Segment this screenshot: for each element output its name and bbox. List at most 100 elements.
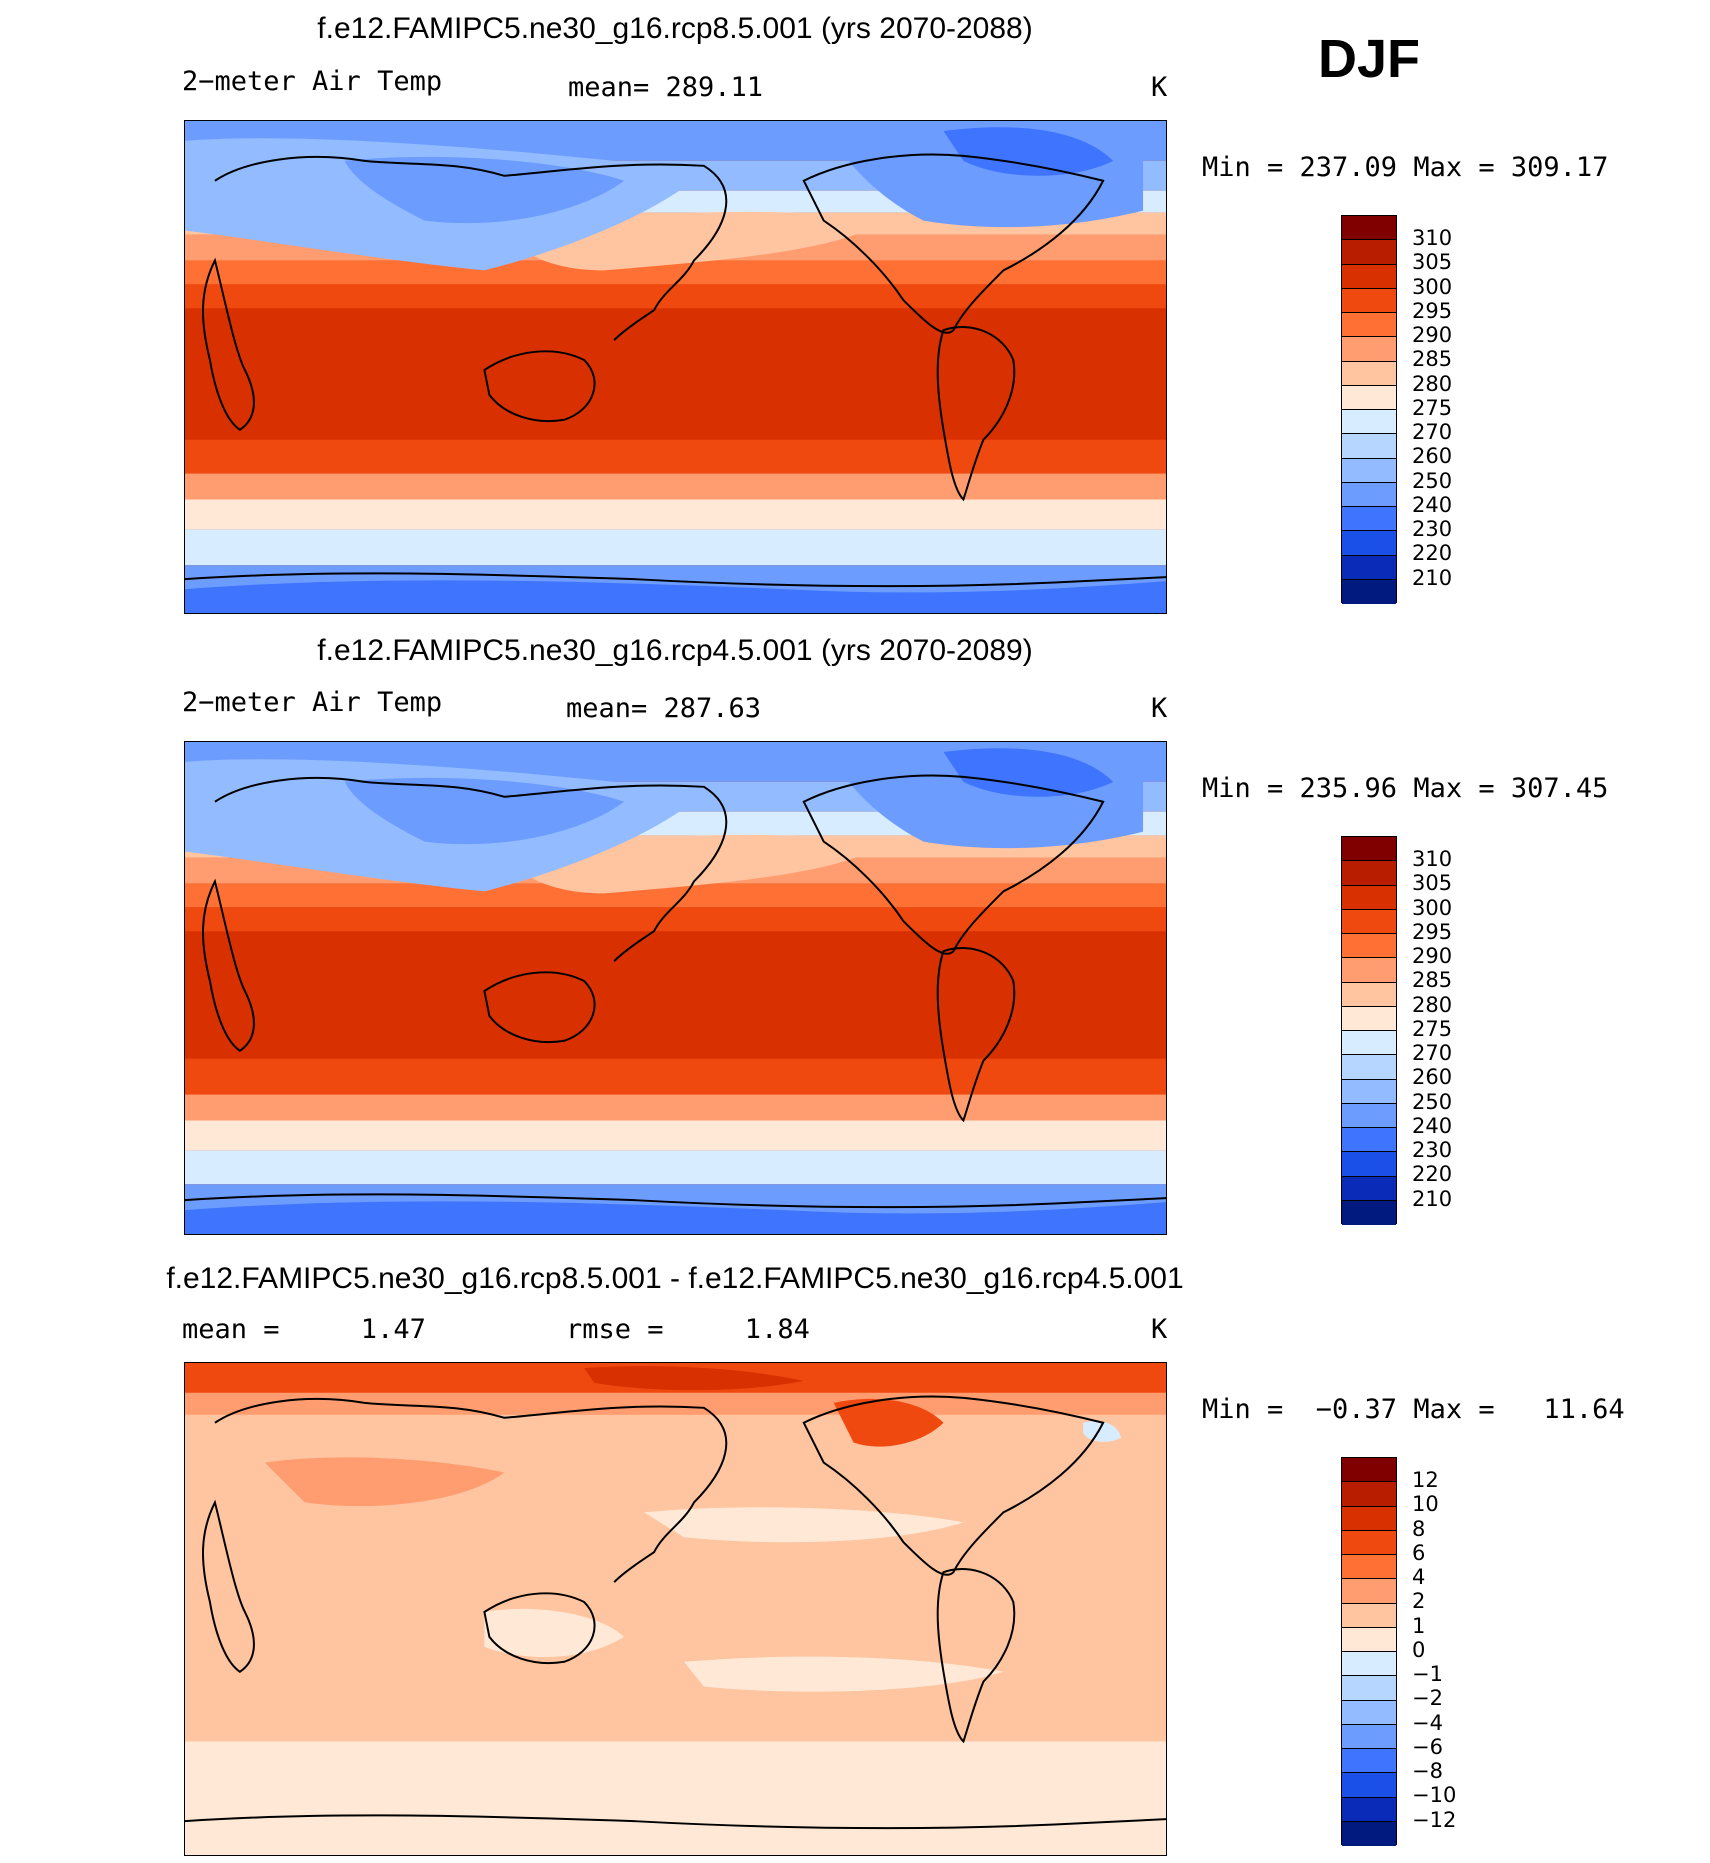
panel3-colorbar-swatch (1342, 1652, 1396, 1677)
panel2-colorbar-swatch (1342, 1055, 1396, 1080)
colorbar-tick-label: 12 (1412, 1468, 1439, 1492)
colorbar-tick-label: 290 (1412, 323, 1453, 347)
panel1-colorbar (1341, 215, 1397, 604)
panel1-mean: mean= 289.11 (568, 72, 764, 103)
colorbar-tick-label: −1 (1412, 1662, 1443, 1686)
panel3-colorbar-swatch (1342, 1627, 1396, 1652)
panel1-minmax: Min = 237.09 Max = 309.17 (1202, 152, 1609, 183)
panel3-colorbar-swatch (1342, 1530, 1396, 1555)
panel2-colorbar-swatch (1342, 1152, 1396, 1177)
colorbar-tick-label: 310 (1412, 847, 1453, 871)
panel1-colorbar-swatch (1342, 264, 1396, 289)
panel3-rmse: rmse = 1.84 (566, 1314, 810, 1345)
panel3-colorbar-swatch (1342, 1724, 1396, 1749)
panel3-colorbar-swatch (1342, 1482, 1396, 1507)
colorbar-tick-label: 230 (1412, 1138, 1453, 1162)
colorbar-tick-label: −12 (1412, 1808, 1457, 1832)
panel2-colorbar-swatch (1342, 837, 1396, 862)
colorbar-tick-label: 0 (1412, 1638, 1426, 1662)
panel3-colorbar-swatch (1342, 1555, 1396, 1580)
panel3-colorbar-swatch (1342, 1579, 1396, 1604)
colorbar-tick-label: 240 (1412, 493, 1453, 517)
panel2-colorbar-swatch (1342, 958, 1396, 983)
panel1-colorbar-swatch (1342, 410, 1396, 435)
colorbar-tick-label: 285 (1412, 968, 1453, 992)
panel1-colorbar-swatch (1342, 216, 1396, 241)
colorbar-tick-label: 220 (1412, 541, 1453, 565)
colorbar-tick-label: 210 (1412, 566, 1453, 590)
panel3-colorbar-swatch (1342, 1603, 1396, 1628)
colorbar-tick-label: 6 (1412, 1541, 1426, 1565)
colorbar-tick-label: 210 (1412, 1187, 1453, 1211)
panel3-colorbar-swatch (1342, 1749, 1396, 1774)
colorbar-tick-label: 300 (1412, 896, 1453, 920)
panel2-minmax: Min = 235.96 Max = 307.45 (1202, 773, 1609, 804)
colorbar-tick-label: 240 (1412, 1114, 1453, 1138)
colorbar-tick-label: 8 (1412, 1517, 1426, 1541)
panel2-colorbar-swatch (1342, 861, 1396, 886)
panel1-variable: 2−meter Air Temp (182, 66, 443, 97)
panel2-colorbar-swatch (1342, 1103, 1396, 1128)
colorbar-tick-label: 4 (1412, 1565, 1426, 1589)
panel2-variable: 2−meter Air Temp (182, 687, 443, 718)
panel1-map (184, 120, 1167, 614)
panel3-colorbar-swatch (1342, 1700, 1396, 1725)
panel2-map (184, 741, 1167, 1235)
panel2-colorbar (1341, 836, 1397, 1225)
panel3-colorbar-swatch (1342, 1458, 1396, 1483)
panel2-title: f.e12.FAMIPC5.ne30_g16.rcp4.5.001 (yrs 2… (317, 634, 1033, 667)
panel1-colorbar-swatch (1342, 482, 1396, 507)
panel3-map (184, 1362, 1167, 1856)
colorbar-tick-label: 275 (1412, 1017, 1453, 1041)
colorbar-tick-label: 250 (1412, 1090, 1453, 1114)
panel3-colorbar-swatch (1342, 1506, 1396, 1531)
colorbar-tick-label: −10 (1412, 1783, 1457, 1807)
panel2-units: K (1151, 693, 1168, 724)
panel3-colorbar-swatch (1342, 1821, 1396, 1846)
colorbar-tick-label: 260 (1412, 444, 1453, 468)
panel1-colorbar-swatch (1342, 507, 1396, 532)
panel1-colorbar-swatch (1342, 434, 1396, 459)
colorbar-tick-label: −4 (1412, 1711, 1443, 1735)
panel2-colorbar-swatch (1342, 885, 1396, 910)
panel2-colorbar-swatch (1342, 1128, 1396, 1153)
panel2-colorbar-swatch (1342, 1006, 1396, 1031)
panel1-colorbar-swatch (1342, 579, 1396, 604)
colorbar-tick-label: 310 (1412, 226, 1453, 250)
colorbar-tick-label: 220 (1412, 1162, 1453, 1186)
colorbar-tick-label: 2 (1412, 1589, 1426, 1613)
panel1-colorbar-swatch (1342, 385, 1396, 410)
colorbar-tick-label: −6 (1412, 1735, 1443, 1759)
panel1-colorbar-swatch (1342, 337, 1396, 362)
panel2-colorbar-swatch (1342, 1176, 1396, 1201)
panel3-units: K (1151, 1314, 1168, 1345)
colorbar-tick-label: 280 (1412, 993, 1453, 1017)
panel2-colorbar-swatch (1342, 982, 1396, 1007)
panel1-colorbar-swatch (1342, 458, 1396, 483)
panel2-colorbar-swatch (1342, 909, 1396, 934)
colorbar-tick-label: 10 (1412, 1492, 1439, 1516)
colorbar-tick-label: 230 (1412, 517, 1453, 541)
panel3-colorbar (1341, 1457, 1397, 1846)
colorbar-tick-label: 260 (1412, 1065, 1453, 1089)
panel2-mean: mean= 287.63 (566, 693, 762, 724)
colorbar-tick-label: 305 (1412, 871, 1453, 895)
panel1-colorbar-swatch (1342, 361, 1396, 386)
colorbar-tick-label: 285 (1412, 347, 1453, 371)
colorbar-tick-label: 1 (1412, 1614, 1426, 1638)
colorbar-tick-label: 295 (1412, 920, 1453, 944)
colorbar-tick-label: 305 (1412, 250, 1453, 274)
panel2-colorbar-swatch (1342, 934, 1396, 959)
panel2-colorbar-swatch (1342, 1031, 1396, 1056)
colorbar-tick-label: 295 (1412, 299, 1453, 323)
panel1-colorbar-swatch (1342, 288, 1396, 313)
colorbar-tick-label: 270 (1412, 1041, 1453, 1065)
panel2-colorbar-swatch (1342, 1200, 1396, 1225)
colorbar-tick-label: 275 (1412, 396, 1453, 420)
panel2-colorbar-swatch (1342, 1079, 1396, 1104)
panel3-minmax: Min = −0.37 Max = 11.64 (1202, 1394, 1625, 1425)
season-label: DJF (1318, 29, 1421, 89)
colorbar-tick-label: −2 (1412, 1686, 1443, 1710)
colorbar-tick-label: −8 (1412, 1759, 1443, 1783)
colorbar-tick-label: 290 (1412, 944, 1453, 968)
